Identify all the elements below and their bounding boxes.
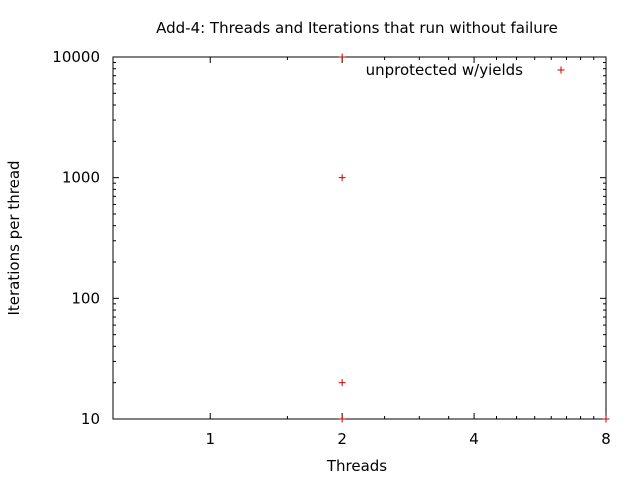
legend-marker xyxy=(557,66,565,74)
x-tick-label: 4 xyxy=(469,430,479,448)
y-axis: 10 100 1000 10000 xyxy=(52,48,606,428)
data-point xyxy=(338,379,346,387)
data-point xyxy=(338,415,346,423)
y-tick-label: 10000 xyxy=(52,48,100,66)
y-tick-label: 10 xyxy=(81,410,100,428)
data-point xyxy=(338,174,346,182)
x-axis-label: Threads xyxy=(326,457,387,475)
data-point xyxy=(338,53,346,61)
data-points xyxy=(338,53,610,423)
x-tick-label: 2 xyxy=(337,430,347,448)
legend: unprotected w/yields xyxy=(366,61,565,79)
data-point xyxy=(602,415,610,423)
y-tick-label: 100 xyxy=(71,289,100,307)
plot-frame xyxy=(112,56,607,420)
chart-title: Add-4: Threads and Iterations that run w… xyxy=(156,19,558,37)
y-axis-label: Iterations per thread xyxy=(5,160,23,315)
legend-label: unprotected w/yields xyxy=(366,61,524,79)
x-axis: 1 2 4 8 xyxy=(205,57,611,448)
x-tick-label: 1 xyxy=(205,430,215,448)
x-tick-label: 8 xyxy=(601,430,611,448)
legend-marker-glyph xyxy=(557,66,565,74)
y-tick-label: 1000 xyxy=(62,169,100,187)
